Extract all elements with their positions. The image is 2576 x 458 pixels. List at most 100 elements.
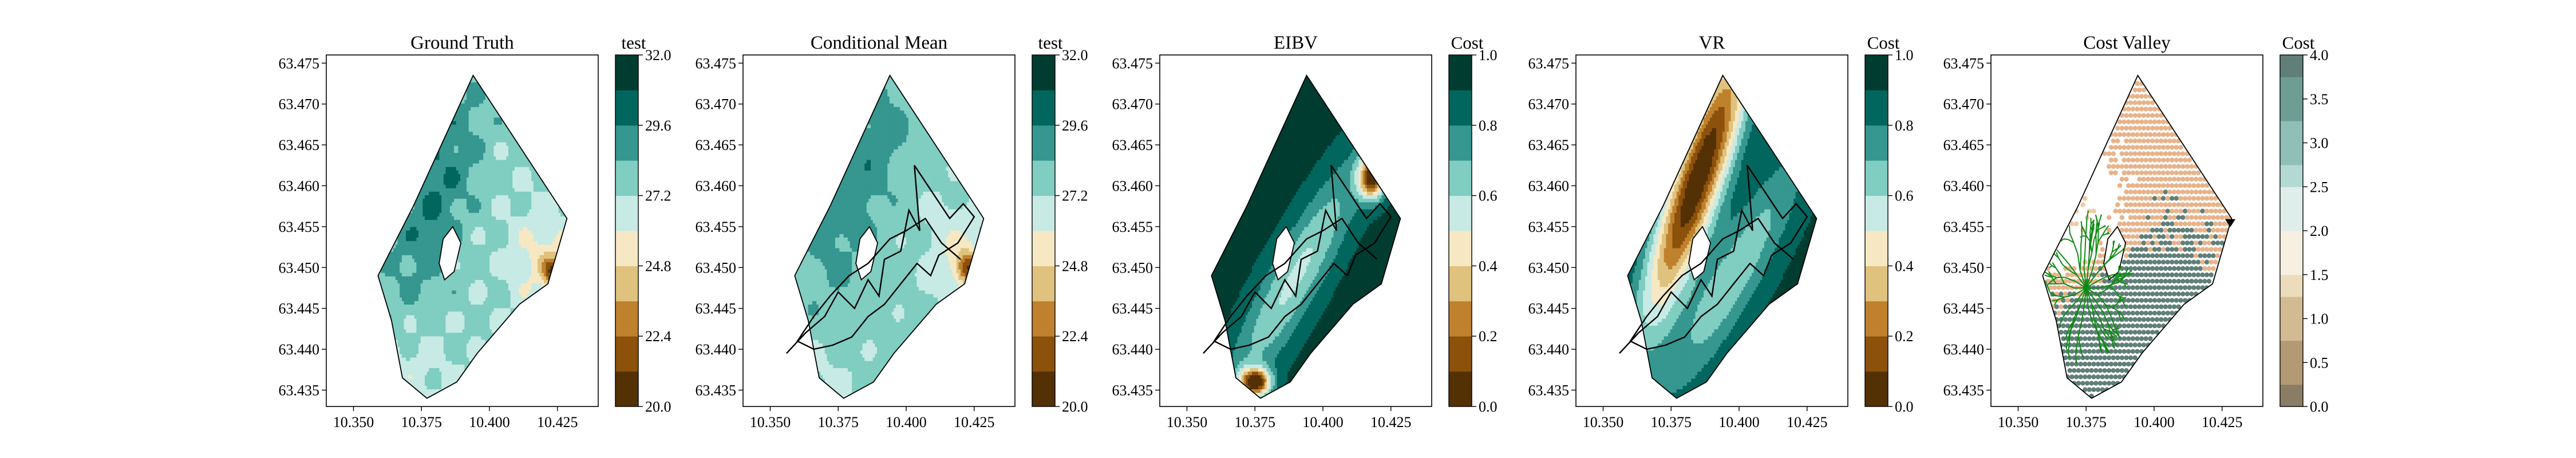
cost-point xyxy=(2204,234,2210,239)
cost-point xyxy=(2130,336,2136,341)
cost-point xyxy=(2170,183,2175,188)
cost-point xyxy=(2108,361,2114,367)
cost-point xyxy=(2167,279,2172,284)
cost-point xyxy=(2117,336,2123,341)
tree-edge xyxy=(2110,315,2115,326)
colorbar-tick-label: 0.6 xyxy=(1895,188,1914,204)
cost-point xyxy=(2165,221,2170,227)
cost-point xyxy=(2159,240,2164,246)
cost-point xyxy=(2080,342,2085,348)
cost-point xyxy=(2091,374,2096,380)
cost-point xyxy=(2189,253,2194,258)
cost-point xyxy=(2130,170,2136,176)
cost-point xyxy=(2132,291,2138,297)
tree-edge xyxy=(2105,225,2109,230)
cost-point xyxy=(2146,279,2151,284)
y-tick-label: 63.450 xyxy=(1112,259,1153,276)
cost-point xyxy=(2135,183,2140,188)
tree-edge xyxy=(2099,317,2104,329)
tree-edge xyxy=(2122,301,2126,307)
cost-point xyxy=(2117,145,2123,150)
x-tick-label: 10.350 xyxy=(1583,414,1624,431)
cost-point xyxy=(2187,208,2192,214)
cost-point xyxy=(2146,317,2151,322)
cost-point xyxy=(2146,202,2151,207)
tree-edge xyxy=(2091,220,2095,225)
cost-point xyxy=(2130,221,2136,227)
cost-point xyxy=(2178,234,2183,239)
cost-point xyxy=(2132,317,2138,322)
cost-point xyxy=(2084,381,2090,386)
tree-edge xyxy=(2058,257,2063,265)
cost-point xyxy=(2167,151,2172,156)
cost-point xyxy=(2211,202,2216,207)
cost-point xyxy=(2141,176,2147,182)
cost-point xyxy=(2198,215,2203,220)
tree-edge xyxy=(2085,270,2093,289)
cost-point xyxy=(2159,291,2164,297)
cost-point xyxy=(2171,240,2177,246)
cost-point xyxy=(2117,119,2123,124)
cost-point xyxy=(2141,189,2147,195)
colorbar-frame xyxy=(1032,54,1056,407)
cost-point xyxy=(2059,304,2064,309)
cost-point xyxy=(2135,94,2140,99)
cost-point xyxy=(2069,272,2075,278)
cost-point xyxy=(2202,189,2207,195)
tree-edge xyxy=(2112,341,2115,349)
cost-point xyxy=(2080,202,2085,207)
cost-point xyxy=(2156,132,2162,137)
cost-point xyxy=(2107,151,2112,156)
cost-point xyxy=(2107,355,2112,361)
cost-point xyxy=(2117,208,2123,214)
cost-point xyxy=(2139,285,2144,290)
cost-point xyxy=(2180,189,2186,195)
colorbar-band xyxy=(1865,266,1888,302)
cost-point xyxy=(2087,323,2092,329)
cost-point xyxy=(2200,234,2205,239)
cost-point xyxy=(2115,317,2120,322)
cost-point xyxy=(2176,266,2181,271)
cost-point xyxy=(2160,145,2166,150)
cost-point xyxy=(2163,227,2168,233)
cost-point xyxy=(2187,234,2192,239)
y-tick-label: 63.445 xyxy=(279,301,320,317)
cost-point xyxy=(2213,196,2218,201)
cost-point xyxy=(2126,208,2131,214)
tree-edge xyxy=(2059,318,2063,327)
cost-point xyxy=(2208,247,2214,252)
cost-point xyxy=(2143,170,2148,176)
cost-point xyxy=(2206,227,2212,233)
cost-point xyxy=(2135,208,2140,214)
cost-point xyxy=(2148,183,2153,188)
cost-point xyxy=(2111,151,2116,156)
cost-point xyxy=(2073,221,2079,227)
island-outline xyxy=(1272,226,1295,281)
cost-point xyxy=(2174,183,2179,188)
cost-point xyxy=(2148,272,2153,278)
cost-point xyxy=(2076,381,2081,386)
y-tick-label: 63.470 xyxy=(696,96,737,113)
cost-point xyxy=(2139,298,2144,303)
cost-point xyxy=(2156,170,2162,176)
cost-point xyxy=(2174,247,2179,252)
cost-point xyxy=(2146,227,2151,233)
cost-point xyxy=(2178,170,2183,176)
tree-edge xyxy=(2105,304,2113,308)
cost-point xyxy=(2111,381,2116,386)
cost-point xyxy=(2202,227,2207,233)
cost-point xyxy=(2111,139,2116,144)
cost-point xyxy=(2115,304,2120,309)
cost-point xyxy=(2224,215,2229,220)
cost-point xyxy=(2087,374,2092,380)
cost-point xyxy=(2200,196,2205,201)
cost-point xyxy=(2202,215,2207,220)
cost-point xyxy=(2117,323,2123,329)
cost-point xyxy=(2189,202,2194,207)
cost-point xyxy=(2159,151,2164,156)
cost-point xyxy=(2137,227,2142,233)
cost-point xyxy=(2198,176,2203,182)
tree-edge xyxy=(2076,274,2087,289)
colorbar-tick-label: 27.2 xyxy=(1062,188,1088,204)
cost-point xyxy=(2156,259,2162,264)
